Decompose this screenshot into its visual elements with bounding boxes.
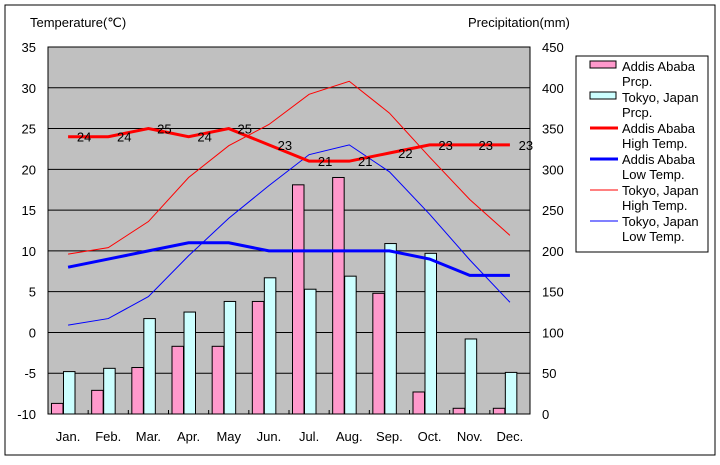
data-label: 23 <box>438 138 452 153</box>
left-tick-label: 30 <box>22 81 36 96</box>
data-label: 24 <box>117 130 131 145</box>
precip-bar <box>504 371 518 415</box>
legend-label: Tokyo, Japan <box>622 90 699 105</box>
temp-line <box>68 80 511 255</box>
precip-bar <box>424 252 437 415</box>
x-tick-label: Dec. <box>497 429 524 444</box>
legend-label: Addis Ababa <box>622 121 696 136</box>
x-tick-label: May <box>216 429 241 444</box>
right-tick-label: 450 <box>542 40 564 55</box>
data-label: 23 <box>519 138 533 153</box>
plot-area <box>47 46 531 415</box>
x-tick-label: Jun. <box>257 429 282 444</box>
legend-label: Addis Ababa <box>622 152 696 167</box>
precip-bar <box>211 345 225 415</box>
legend-label: Low Temp. <box>622 229 685 244</box>
precip-bar <box>412 391 425 415</box>
temp-line <box>68 144 511 326</box>
legend-label: Low Temp. <box>622 167 685 182</box>
legend-label: Tokyo, Japan <box>622 183 699 198</box>
precip-bar <box>183 311 196 415</box>
legend-label: Prcp. <box>622 74 652 89</box>
left-tick-label: 20 <box>22 162 36 177</box>
precip-bar <box>91 389 104 415</box>
right-tick-label: 100 <box>542 325 564 340</box>
legend-label: High Temp. <box>622 136 688 151</box>
precip-bar <box>131 367 144 415</box>
right-tick-label: 200 <box>542 244 564 259</box>
precip-bar <box>464 338 478 415</box>
x-tick-label: Jan. <box>56 429 81 444</box>
precip-bar <box>103 367 116 415</box>
x-tick-label: Mar. <box>136 429 161 444</box>
precip-bar <box>384 243 397 415</box>
left-tick-label: 35 <box>22 40 36 55</box>
legend-swatch <box>589 60 617 69</box>
precip-bar <box>51 402 64 415</box>
precip-bar <box>223 300 237 415</box>
right-tick-label: 300 <box>542 162 564 177</box>
left-tick-label: 10 <box>22 244 36 259</box>
precip-bar <box>372 292 385 415</box>
data-label: 22 <box>398 146 412 161</box>
data-label: 24 <box>77 130 91 145</box>
precip-bar <box>143 318 156 415</box>
precip-bar <box>63 371 76 415</box>
data-label: 21 <box>358 154 372 169</box>
precip-bar <box>263 277 277 415</box>
x-tick-label: Aug. <box>336 429 363 444</box>
precip-bar <box>332 176 345 415</box>
x-tick-label: Nov. <box>457 429 483 444</box>
x-tick-label: Jul. <box>299 429 319 444</box>
data-label: 25 <box>157 122 171 137</box>
left-tick-label: -5 <box>24 366 36 381</box>
x-tick-label: Feb. <box>95 429 121 444</box>
data-label: 23 <box>278 138 292 153</box>
right-tick-label: 150 <box>542 285 564 300</box>
data-label: 25 <box>238 122 252 137</box>
precip-bar <box>492 407 506 415</box>
x-tick-label: Oct. <box>418 429 442 444</box>
legend-box <box>575 55 709 253</box>
x-tick-label: Sep. <box>376 429 403 444</box>
precip-bar <box>171 345 184 415</box>
left-axis-label: Temperature(℃) <box>30 15 126 30</box>
precip-bar <box>304 288 317 415</box>
legend-label: Prcp. <box>622 105 652 120</box>
left-tick-label: 15 <box>22 203 36 218</box>
x-tick-label: Apr. <box>177 429 200 444</box>
data-label: 24 <box>197 130 211 145</box>
legend-swatch <box>589 91 617 100</box>
temp-line <box>67 241 510 277</box>
right-axis-label: Precipitation(mm) <box>468 15 570 30</box>
left-tick-label: 25 <box>22 122 36 137</box>
left-tick-label: -10 <box>17 407 36 422</box>
data-label: 23 <box>479 138 493 153</box>
temp-line <box>68 126 510 163</box>
precip-bar <box>452 407 466 415</box>
left-tick-label: 0 <box>29 325 36 340</box>
right-tick-label: 50 <box>542 366 556 381</box>
legend-label: Addis Ababa <box>622 59 696 74</box>
precip-bar <box>344 275 357 415</box>
legend-label: Tokyo, Japan <box>622 214 699 229</box>
right-tick-label: 350 <box>542 122 564 137</box>
precip-bar <box>292 184 305 415</box>
legend-label: High Temp. <box>622 198 688 213</box>
data-label: 21 <box>318 154 332 169</box>
right-tick-label: 0 <box>542 407 549 422</box>
right-tick-label: 400 <box>542 81 564 96</box>
left-tick-label: 5 <box>29 285 36 300</box>
precip-bar <box>251 300 265 415</box>
right-tick-label: 250 <box>542 203 564 218</box>
